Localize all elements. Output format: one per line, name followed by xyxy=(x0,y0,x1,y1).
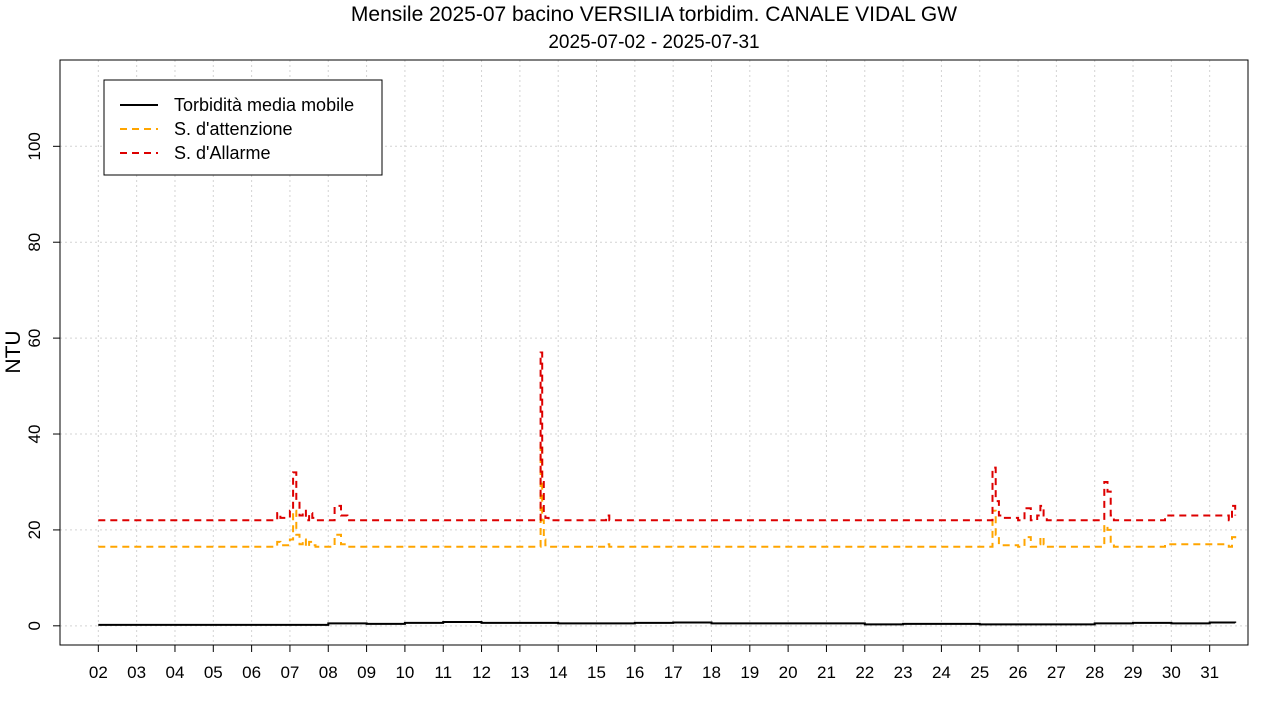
x-tick-label: 05 xyxy=(204,663,223,682)
x-tick-label: 11 xyxy=(434,663,452,682)
x-tick-label: 20 xyxy=(779,663,798,682)
x-tick-label: 23 xyxy=(894,663,913,682)
y-tick-label: 80 xyxy=(25,233,44,252)
x-tick-label: 03 xyxy=(127,663,146,682)
x-tick-label: 02 xyxy=(89,663,108,682)
series-line-1 xyxy=(98,442,1237,548)
x-tick-label: 22 xyxy=(855,663,874,682)
x-tick-label: 04 xyxy=(166,663,185,682)
series-line-2 xyxy=(98,351,1237,522)
legend-label: Torbidità media mobile xyxy=(174,95,354,115)
x-tick-label: 21 xyxy=(817,663,836,682)
y-axis: 0 20 40 60 80 100 xyxy=(25,132,60,631)
x-tick-label: 15 xyxy=(587,663,606,682)
x-tick-label: 09 xyxy=(357,663,376,682)
x-tick-label: 25 xyxy=(970,663,989,682)
x-tick-label: 17 xyxy=(664,663,683,682)
x-tick-label: 16 xyxy=(625,663,644,682)
x-tick-label: 31 xyxy=(1200,663,1219,682)
x-tick-label: 13 xyxy=(510,663,529,682)
y-tick-label: 60 xyxy=(25,329,44,348)
series-line-0 xyxy=(98,621,1237,626)
y-tick-label: 100 xyxy=(25,132,44,160)
x-tick-label: 27 xyxy=(1047,663,1066,682)
x-tick-label: 06 xyxy=(242,663,261,682)
x-axis: 02 03 04 05 06 07 08 09 10 11 12 13 14 15 16 17 18 19 20 21… xyxy=(89,645,1219,682)
plot-frame xyxy=(59,59,1249,646)
legend-label: S. d'Allarme xyxy=(174,143,270,163)
y-tick-label: 40 xyxy=(25,425,44,444)
x-tick-label: 07 xyxy=(280,663,299,682)
x-tick-label: 10 xyxy=(395,663,414,682)
chart-title: Mensile 2025-07 bacino VERSILIA torbidim… xyxy=(351,3,957,26)
x-tick-label: 28 xyxy=(1085,663,1104,682)
y-tick-label: 20 xyxy=(25,520,44,539)
x-tick-label: 30 xyxy=(1162,663,1181,682)
x-tick-label: 08 xyxy=(319,663,338,682)
x-tick-label: 19 xyxy=(740,663,759,682)
x-tick-label: 18 xyxy=(702,663,721,682)
legend-box xyxy=(103,79,383,176)
grid xyxy=(60,60,1248,645)
x-tick-label: 24 xyxy=(932,663,951,682)
x-tick-label: 26 xyxy=(1009,663,1028,682)
legend-label: S. d'attenzione xyxy=(174,119,293,139)
y-axis-label: NTU xyxy=(2,330,25,373)
x-tick-label: 12 xyxy=(472,663,491,682)
chart-subtitle: 2025-07-02 - 2025-07-31 xyxy=(548,32,759,53)
y-tick-label: 0 xyxy=(25,621,44,630)
x-tick-label: 14 xyxy=(549,663,568,682)
series-layer xyxy=(98,351,1237,626)
x-tick-label: 29 xyxy=(1124,663,1143,682)
legend: Torbidità media mobile S. d'attenzione S. … xyxy=(103,79,383,176)
